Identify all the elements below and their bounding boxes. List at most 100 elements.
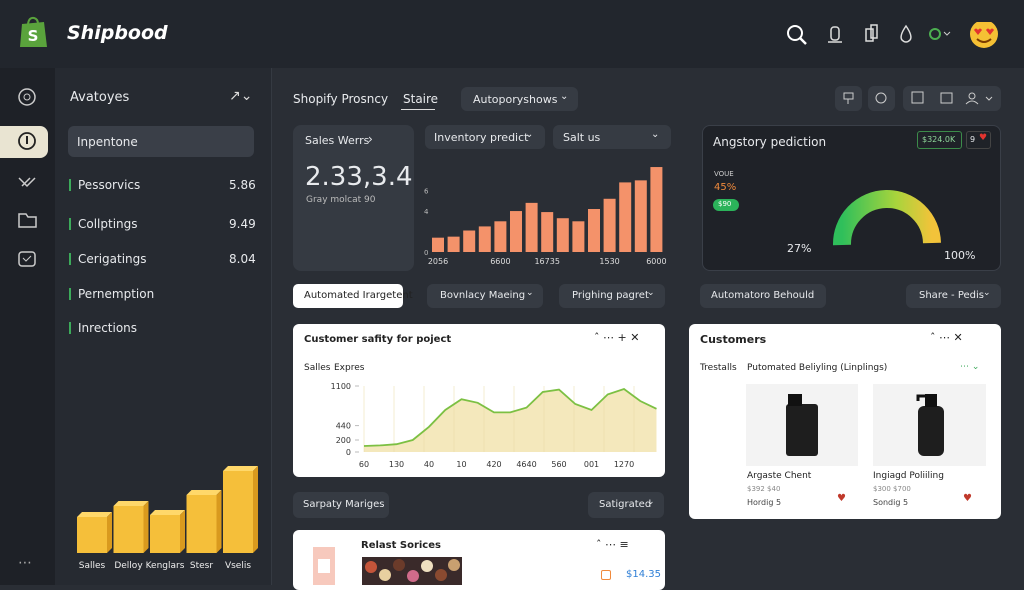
rail-more[interactable]: ⋯ <box>18 555 32 571</box>
action-dropdown[interactable] <box>906 284 1001 308</box>
sales-subtitle: Gray molcat 90 <box>306 195 376 205</box>
card-controls[interactable]: ˆ ⋯ ≡ <box>596 538 629 551</box>
tag-icon <box>601 570 611 580</box>
list-label: Pernemption <box>78 287 155 301</box>
bar-side <box>143 501 149 553</box>
line-card-title: Customer safity for poject <box>304 334 452 345</box>
x-tick-label: Vselis <box>225 561 251 571</box>
x-tick-label: 1270 <box>614 460 634 469</box>
list-value: 5.86 <box>229 178 256 192</box>
x-tick-label: 40 <box>424 460 434 469</box>
badge <box>917 131 962 149</box>
bar-top <box>77 512 112 517</box>
bottom-button-label: Sarpaty Mariges <box>303 499 385 510</box>
sales-card[interactable] <box>293 125 414 271</box>
card-controls[interactable]: ˆ ⋯ ✕ <box>930 331 963 344</box>
x-tick-label: 6000 <box>646 257 666 266</box>
header-icons <box>787 22 998 48</box>
pill-text: $90 <box>718 200 732 208</box>
services-price: $14.35 <box>626 569 661 580</box>
filter-label: Inventory predict <box>434 131 529 144</box>
product-meta: Hordig 5 <box>747 498 782 507</box>
product-name: Ingiagd Poliiling <box>873 471 944 481</box>
bar <box>588 209 600 252</box>
sales-value: 2.33,3.4 <box>305 162 413 192</box>
bar <box>447 236 460 252</box>
area <box>364 389 657 452</box>
y-tick-label: 4 <box>424 208 429 216</box>
badge <box>966 131 991 149</box>
x-tick-label: 130 <box>389 460 404 469</box>
x-tick-label: 1530 <box>599 257 619 266</box>
gauge-percent: 45% <box>714 182 737 193</box>
gauge-max: 100% <box>944 249 976 262</box>
list-label: Cerigatings <box>78 252 147 266</box>
tab-dropdown[interactable] <box>461 87 578 111</box>
line <box>363 387 657 447</box>
list-label: Inrections <box>78 321 138 335</box>
card-controls[interactable]: ˆ ⋯ + ✕ <box>594 331 640 344</box>
action-button[interactable] <box>700 284 826 308</box>
x-tick-label: Salles <box>79 561 106 571</box>
action-primary[interactable] <box>293 284 403 308</box>
y-tick-label: 0 <box>424 249 428 257</box>
sidebar-active-bg[interactable] <box>68 126 254 157</box>
tab-active[interactable]: Staire <box>403 92 439 106</box>
badge-count: 9 <box>970 135 976 144</box>
gauge-title: Angstory pediction <box>713 135 827 149</box>
bottom-dropdown[interactable] <box>588 492 664 518</box>
product-price: $392 $40 <box>747 485 781 493</box>
chevron: ⌄ <box>647 497 655 507</box>
gauge-card <box>702 125 1001 271</box>
gauge <box>832 190 941 246</box>
services-title: Relast Sorices <box>361 540 441 551</box>
bar <box>572 221 585 252</box>
bar <box>77 517 107 553</box>
tool-button[interactable] <box>868 86 895 111</box>
sidebar-active[interactable]: Inpentone <box>77 135 138 149</box>
x-tick-label: 4640 <box>516 460 536 469</box>
chevron: ⌄ <box>647 288 655 298</box>
action-dropdown[interactable] <box>559 284 665 308</box>
chevron: ⌄ <box>560 91 569 102</box>
rail-active[interactable] <box>0 126 48 158</box>
bar <box>186 495 217 553</box>
filter-dropdown[interactable] <box>425 125 545 149</box>
bar <box>541 212 554 252</box>
x-tick-label: Stesr <box>190 561 213 571</box>
action-label: Bovnlacy Maeing <box>440 290 526 301</box>
bar <box>619 182 632 252</box>
bar <box>494 221 507 252</box>
tool-icons <box>843 91 993 105</box>
x-tick-label: 420 <box>486 460 501 469</box>
x-tick-label: 2056 <box>428 257 448 266</box>
legend-label: Salles <box>304 363 331 373</box>
bottom-button[interactable] <box>293 492 389 518</box>
favorite: ♥ <box>837 493 846 504</box>
tab-underline <box>401 109 435 110</box>
bar <box>556 218 569 252</box>
bar <box>113 506 144 553</box>
sidebar-expand[interactable]: ↗⌄ <box>229 88 253 104</box>
list-label: Collptings <box>78 217 138 231</box>
chevron: › <box>368 132 373 146</box>
logo-icon: S <box>20 16 47 47</box>
chevron: ⌄ <box>525 129 534 140</box>
action-dropdown[interactable] <box>427 284 543 308</box>
filter-dropdown[interactable] <box>553 125 671 149</box>
x-tick-label: Delloy <box>114 561 143 571</box>
chevron: ⌄ <box>526 288 534 298</box>
tab[interactable]: Shopify Prosncy <box>293 92 389 106</box>
badge-text: $324.0K <box>922 135 956 144</box>
customers-more[interactable]: ⋯ ⌄ <box>960 362 980 372</box>
bar-top <box>150 510 185 515</box>
bar <box>603 198 616 252</box>
bar-top <box>113 501 149 506</box>
customers-heading: Putomated Beliyling (Linplings) <box>747 363 888 373</box>
bar-side <box>253 466 258 553</box>
bar <box>463 230 476 252</box>
customers-title: Customers <box>700 333 767 346</box>
customers-tab[interactable]: Trestalls <box>700 363 737 373</box>
product-name: Argaste Chent <box>747 471 812 481</box>
